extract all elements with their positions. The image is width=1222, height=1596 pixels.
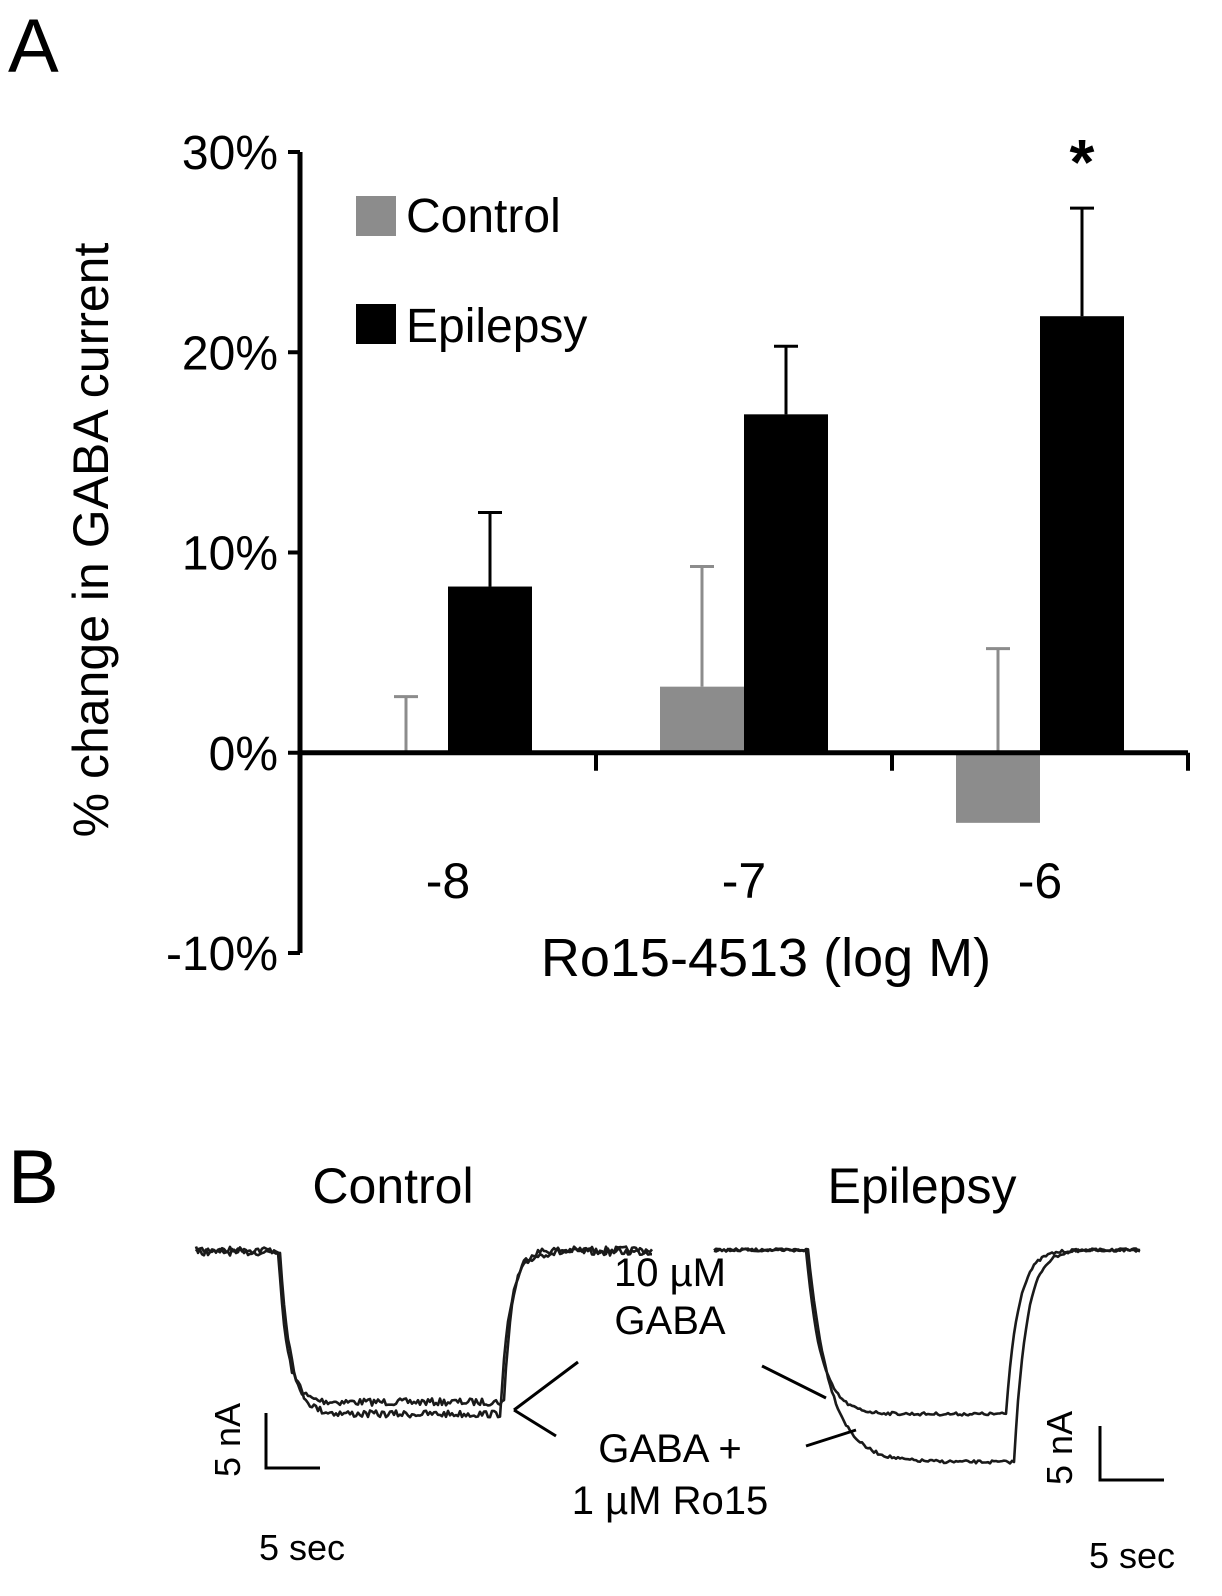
pointer-lines	[513, 1360, 857, 1448]
bar-epilepsy--7	[744, 414, 828, 753]
y-axis-title: % change in GABA current	[63, 243, 119, 838]
scale-current-label-epilepsy: 5 nA	[1039, 1411, 1080, 1485]
trace-title-epilepsy: Epilepsy	[828, 1158, 1017, 1214]
scale-time-label-epilepsy: 5 sec	[1089, 1535, 1175, 1576]
trace-title-control: Control	[312, 1158, 473, 1214]
y-tick-label: 10%	[182, 528, 278, 581]
pointer-gaba-to-epilepsy	[761, 1364, 827, 1400]
legend-label-control: Control	[406, 190, 561, 243]
scale-bar-control	[264, 1413, 320, 1470]
bar-epilepsy--6	[1040, 316, 1124, 753]
scale-time-label-control: 5 sec	[259, 1527, 345, 1568]
label-ro15-line1: GABA +	[598, 1427, 741, 1471]
x-axis-title: Ro15-4513 (log M)	[541, 928, 991, 988]
bar-chart: -10% 0% 10% 20% 30% -8 -7 -6 * Control Epileps…	[63, 126, 1190, 988]
x-tick-label: -7	[722, 853, 766, 909]
panel-b-label: B	[8, 1135, 59, 1220]
y-axis-ticks: -10% 0% 10% 20% 30%	[166, 127, 300, 981]
x-axis-ticks	[594, 752, 1190, 771]
annotations: *	[1070, 126, 1095, 198]
scale-current-label-control: 5 nA	[207, 1403, 248, 1477]
current-traces	[194, 1245, 1141, 1465]
pointer-ro15-to-epilepsy	[805, 1428, 857, 1448]
scale-bar-epilepsy-lines	[1098, 1426, 1164, 1482]
trace-labels: 10 µM GABA GABA + 1 µM Ro15	[572, 1251, 768, 1523]
bars	[364, 316, 1124, 823]
x-tick-labels: -8 -7 -6	[426, 853, 1062, 909]
trace-epilepsy-ro15	[713, 1247, 1141, 1465]
legend-swatch-control	[356, 196, 396, 236]
pointer-ro15-to-control	[513, 1408, 557, 1438]
x-tick-label: -6	[1018, 853, 1062, 909]
legend-label-epilepsy: Epilepsy	[406, 300, 587, 353]
label-ro15-line2: 1 µM Ro15	[572, 1479, 768, 1523]
legend-swatch-epilepsy	[356, 304, 396, 344]
bar-control--7	[660, 686, 744, 753]
error-bars	[394, 206, 1094, 753]
trace-epilepsy-gaba	[713, 1247, 1141, 1417]
y-tick-label: -10%	[166, 928, 278, 981]
scale-bar-epilepsy	[1098, 1426, 1164, 1482]
legend: Control Epilepsy	[356, 190, 587, 353]
bar-control--6	[956, 752, 1040, 823]
label-gaba-line1: 10 µM	[614, 1251, 726, 1295]
significance-asterisk: *	[1070, 126, 1095, 198]
panel-a-label: A	[8, 4, 59, 89]
y-tick-label: 0%	[209, 728, 278, 781]
trace-control-gaba	[194, 1245, 654, 1407]
scale-bar-control-lines	[264, 1413, 320, 1470]
x-tick-label: -8	[426, 853, 470, 909]
trace-control-ro15	[194, 1247, 652, 1419]
bar-epilepsy--8	[448, 586, 532, 753]
pointer-gaba-to-control	[513, 1360, 579, 1412]
y-tick-label: 20%	[182, 327, 278, 380]
y-tick-label: 30%	[182, 127, 278, 180]
label-gaba-line2: GABA	[614, 1299, 725, 1343]
